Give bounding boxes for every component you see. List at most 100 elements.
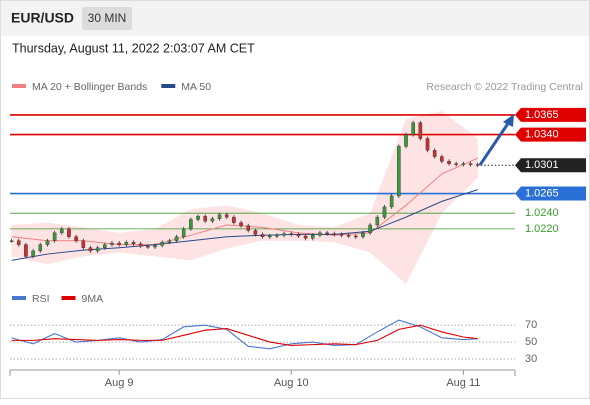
candle — [232, 216, 236, 223]
candle — [224, 214, 229, 218]
interval-label[interactable]: 30 MIN — [88, 11, 127, 25]
candle — [239, 222, 243, 226]
legend-label: MA 20 + Bollinger Bands — [32, 81, 147, 93]
candle — [332, 233, 337, 235]
forecast-arrow — [478, 121, 511, 166]
candle — [203, 216, 208, 222]
y-tick-label: 30 — [525, 353, 537, 365]
candle — [117, 242, 121, 245]
candle — [260, 234, 265, 237]
legend-swatch — [12, 84, 26, 88]
bollinger-band — [11, 111, 478, 284]
candle — [196, 216, 200, 220]
candle — [38, 244, 43, 252]
legend-swatch — [12, 296, 26, 300]
level-label: 1.0301 — [525, 159, 559, 171]
candle — [425, 138, 430, 151]
candle — [267, 235, 272, 238]
candle — [310, 234, 315, 239]
candle — [275, 234, 279, 237]
candle — [289, 233, 294, 235]
level-label: 1.0340 — [525, 128, 559, 140]
legend-label: MA 50 — [181, 81, 211, 93]
candle — [16, 240, 21, 245]
level-label: 1.0265 — [525, 187, 559, 199]
interval-button[interactable] — [82, 7, 132, 30]
candle — [382, 206, 387, 218]
level-tag — [515, 186, 586, 201]
candle — [454, 163, 458, 165]
candle — [339, 234, 344, 236]
legend-swatch — [61, 296, 76, 300]
candle — [217, 214, 222, 219]
candle — [146, 246, 150, 248]
symbol: EUR/USD — [11, 10, 74, 26]
candle — [153, 245, 157, 248]
candle — [167, 240, 172, 243]
candle — [52, 232, 57, 241]
candle — [210, 218, 215, 222]
candle — [131, 242, 136, 245]
candle — [24, 244, 28, 257]
candle — [375, 216, 380, 226]
candle — [354, 235, 358, 238]
candle — [253, 230, 258, 235]
candle — [31, 250, 35, 257]
y-tick-label: 70 — [525, 319, 537, 331]
candle — [59, 228, 64, 234]
level-label: 1.0220 — [525, 223, 559, 235]
candle — [440, 156, 444, 162]
candle — [361, 232, 365, 237]
candle — [181, 228, 186, 237]
candle — [318, 232, 322, 236]
candle — [110, 242, 114, 245]
candle — [282, 233, 286, 236]
x-tick-label: Aug 10 — [274, 377, 309, 389]
candle — [418, 122, 423, 139]
candle — [88, 247, 93, 252]
candle — [174, 236, 179, 241]
candle — [432, 150, 437, 157]
candle — [246, 225, 251, 231]
candle — [95, 247, 100, 252]
x-tick-label: Aug 9 — [105, 377, 134, 389]
level-tag — [515, 107, 586, 122]
candle — [303, 235, 308, 239]
level-tag — [515, 158, 586, 173]
candle — [404, 134, 408, 147]
indicator-line — [11, 324, 478, 347]
candle — [81, 240, 86, 248]
candle — [411, 122, 415, 135]
candle — [160, 242, 164, 246]
indicator-line — [11, 319, 478, 350]
candle — [475, 164, 480, 166]
level-label: 1.0365 — [525, 109, 559, 121]
legend-swatch — [161, 84, 176, 88]
candle — [9, 240, 14, 242]
moving-average — [11, 157, 478, 246]
candle — [468, 163, 473, 165]
candle — [189, 219, 193, 230]
legend-label: RSI — [32, 293, 50, 305]
legend-label: 9MA — [82, 293, 104, 305]
candle — [67, 228, 71, 237]
candle — [124, 242, 129, 245]
level-label: 1.0240 — [525, 207, 559, 219]
candle — [103, 244, 107, 248]
level-tag — [515, 127, 586, 142]
source: Research © 2022 Trading Central — [426, 81, 583, 93]
x-tick-label: Aug 11 — [446, 377, 480, 389]
forecast-arrow-head — [503, 114, 514, 127]
timestamp: Thursday, August 11, 2022 2:03:07 AM CET — [12, 41, 255, 55]
candle — [397, 146, 401, 197]
candle — [296, 234, 301, 237]
candle — [138, 243, 143, 247]
candle — [74, 236, 78, 241]
candle — [346, 234, 351, 237]
candle — [389, 195, 394, 208]
candle — [45, 240, 50, 245]
candle — [325, 232, 329, 235]
y-tick-label: 50 — [525, 336, 537, 348]
